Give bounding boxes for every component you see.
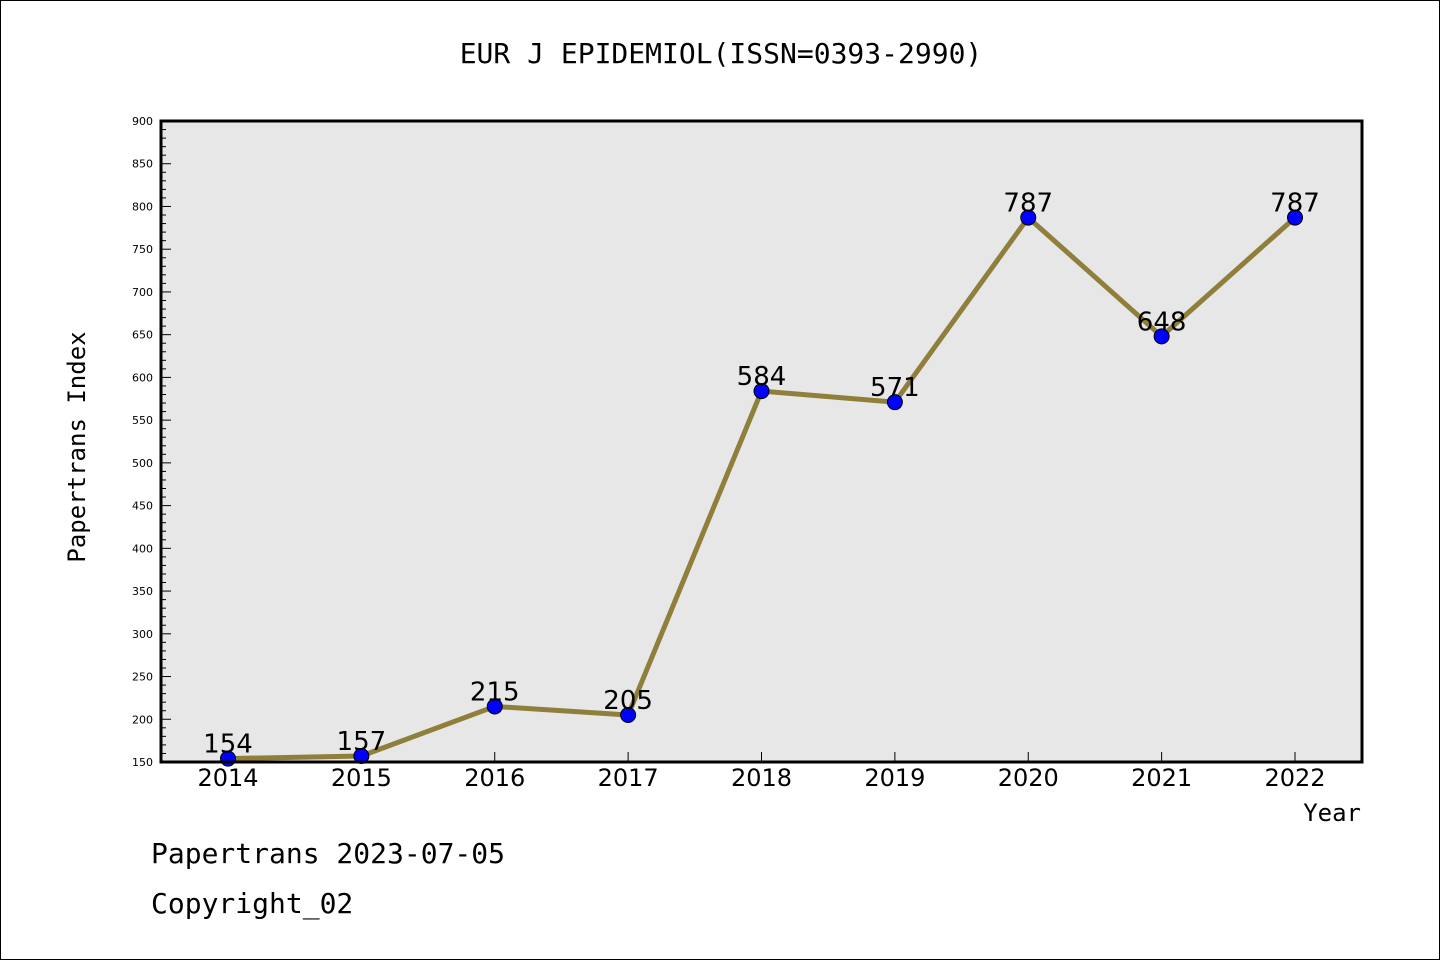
data-label: 584 — [737, 362, 787, 392]
y-tick-label: 350 — [132, 585, 153, 598]
y-tick-label: 500 — [132, 457, 153, 470]
data-point — [486, 698, 503, 715]
x-tick-label: 2017 — [598, 764, 659, 792]
data-point — [753, 383, 770, 400]
data-label: 648 — [1137, 307, 1187, 337]
x-tick-label: 2019 — [864, 764, 925, 792]
x-tick-label: 2018 — [731, 764, 792, 792]
data-label: 787 — [1270, 189, 1320, 219]
y-tick-label: 150 — [132, 756, 153, 769]
y-tick-label: 800 — [132, 200, 153, 213]
series-layer: 154 157 215 205 584 571 787 648 787 — [203, 189, 1320, 767]
y-tick-label: 450 — [132, 500, 153, 513]
y-tick-label: 300 — [132, 628, 153, 641]
y-axis-ticks: 150 200 250 300 350 400 450 500 550 600 650 700 750 8… — [132, 115, 171, 769]
x-axis-ticks: 2014 2015 2016 2017 2018 2019 2020 2021 2022 — [197, 752, 1326, 792]
y-axis-label: Papertrans Index — [63, 331, 91, 562]
y-tick-label: 850 — [132, 158, 153, 171]
y-tick-label: 700 — [132, 286, 153, 299]
data-point — [620, 706, 637, 723]
data-point — [1153, 328, 1170, 345]
plot-area — [161, 121, 1362, 762]
x-tick-label: 2021 — [1131, 764, 1192, 792]
y-tick-label: 600 — [132, 371, 153, 384]
footer-copyright: Copyright_02 — [151, 887, 354, 920]
plot-border — [159, 119, 1364, 764]
footer-date: Papertrans 2023-07-05 — [151, 837, 506, 870]
data-label: 205 — [603, 686, 653, 716]
x-tick-label: 2014 — [197, 764, 258, 792]
data-point — [1020, 209, 1037, 226]
x-tick-label: 2015 — [331, 764, 392, 792]
x-axis-label: Year — [1303, 799, 1361, 827]
x-tick-label: 2016 — [464, 764, 525, 792]
data-point — [353, 748, 370, 765]
data-point — [1287, 209, 1303, 226]
y-tick-label: 750 — [132, 243, 153, 256]
y-tick-label: 900 — [132, 115, 153, 128]
y-tick-label: 200 — [132, 713, 153, 726]
x-tick-label: 2020 — [998, 764, 1059, 792]
y-tick-label: 550 — [132, 414, 153, 427]
data-label: 157 — [337, 727, 387, 757]
y-tick-label: 650 — [132, 329, 153, 342]
data-point — [886, 394, 903, 411]
data-label: 571 — [870, 373, 920, 403]
chart-title: EUR J EPIDEMIOL(ISSN=0393-2990) — [459, 37, 983, 70]
y-tick-label: 400 — [132, 542, 153, 555]
data-label: 154 — [203, 730, 253, 760]
x-tick-label: 2022 — [1264, 764, 1325, 792]
y-tick-label: 250 — [132, 671, 153, 684]
data-label: 787 — [1003, 189, 1053, 219]
data-label: 215 — [470, 677, 520, 707]
